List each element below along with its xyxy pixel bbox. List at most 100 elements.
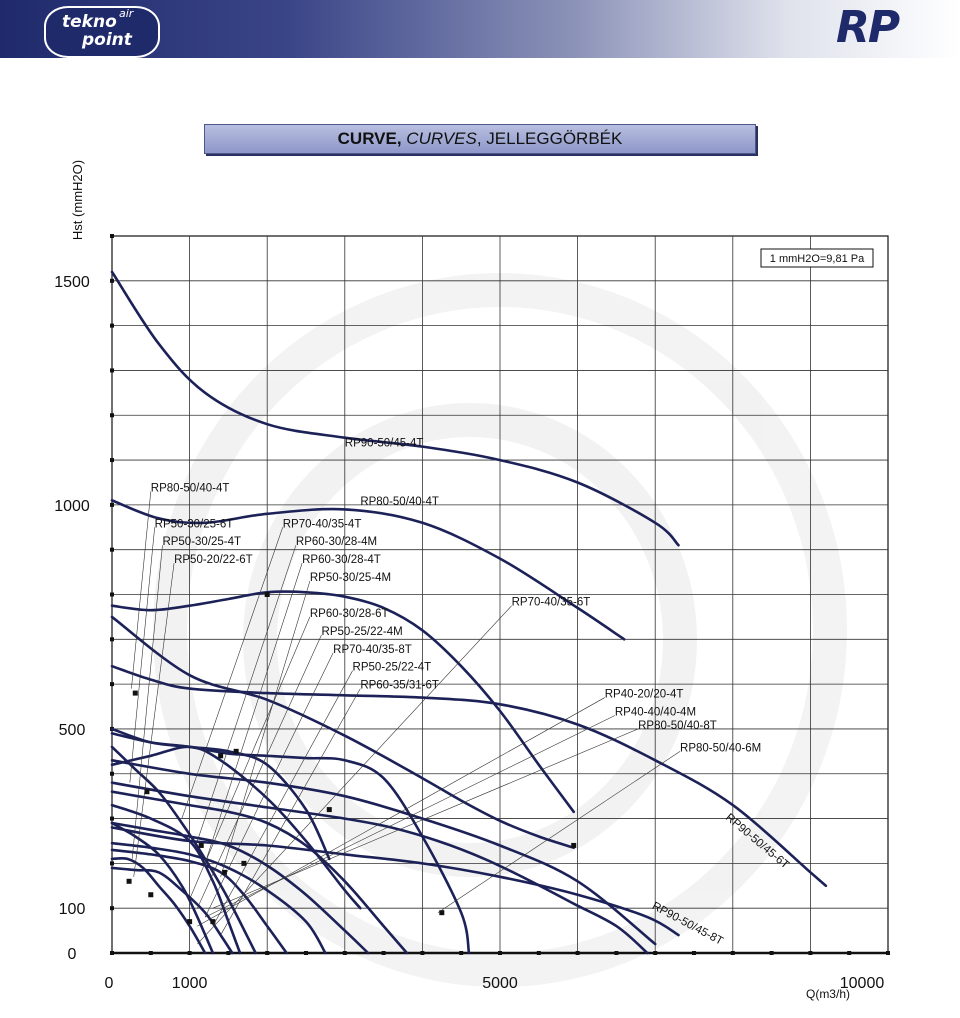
curve-marker: [126, 878, 132, 884]
curve-line: [110, 745, 257, 955]
y-tick-mark: [110, 861, 114, 866]
y-tick-label: 500: [59, 722, 86, 739]
y-tick-mark: [110, 816, 114, 821]
curve-marker: [144, 789, 150, 795]
curve-label: RP70-40/35-6T: [512, 597, 591, 609]
curve-label: RP80-50/40-4T: [360, 496, 439, 508]
curve-line: [110, 781, 649, 955]
y-tick-mark: [110, 547, 114, 552]
y-axis-label: Hst (mmH2O): [70, 160, 85, 240]
y-tick-mark: [110, 682, 114, 687]
curve-label: RP60-35/31-6T: [360, 680, 439, 692]
y-tick-mark: [110, 637, 114, 642]
curve-line: [110, 821, 370, 955]
y-tick-label: 100: [59, 901, 86, 918]
curve-line: [110, 270, 680, 547]
curve-marker: [326, 807, 332, 813]
curve-marker: [218, 753, 224, 759]
leader-line: [437, 751, 681, 913]
title-part-2: CURVES: [406, 129, 477, 148]
leader-line: [204, 715, 615, 918]
curve-marker: [222, 869, 228, 875]
curve-line: [110, 803, 242, 955]
y-tick-mark: [110, 278, 114, 283]
curve-label: RP70-40/35-8T: [333, 644, 412, 656]
curve-marker: [571, 842, 577, 848]
tekno-point-logo: [44, 6, 160, 58]
y-tick-mark: [110, 771, 114, 776]
leader-line: [131, 491, 152, 689]
curve-marker: [132, 690, 138, 696]
curve-line: [110, 826, 680, 937]
leader-lines: [129, 491, 681, 945]
curve-label: RP70-40/35-4T: [283, 518, 362, 530]
title-part-3: , JELLEGGÖRBÉK: [476, 129, 623, 148]
curve-label: RP50-20/22-6T: [174, 554, 253, 566]
curve-line: [110, 590, 575, 814]
curve-label: RP60-30/28-6T: [310, 608, 389, 620]
curve-line: [110, 745, 362, 910]
y-tick-label: 1000: [54, 498, 90, 515]
logo-text-air: air: [119, 7, 134, 20]
curve-label: RP50-25/22-4T: [353, 662, 432, 674]
y-tick-label: 0: [68, 946, 77, 963]
curve-line: [110, 821, 215, 955]
curve-label: RP80-50/40-4T: [151, 482, 230, 494]
header-bar: [0, 0, 960, 58]
brand-rp: RP: [836, 2, 900, 53]
curve-marker: [241, 860, 247, 866]
y-tick-mark: [110, 368, 114, 373]
leader-line: [212, 670, 353, 927]
leader-line: [204, 652, 334, 918]
curve-label: RP60-30/28-4M: [296, 536, 377, 548]
y-tick-mark: [110, 502, 114, 507]
curve-marker: [264, 592, 270, 597]
watermark-ring-inner: [243, 403, 697, 877]
unit-note-text: 1 mmH2O=9,81 Pa: [770, 253, 865, 265]
leader-line: [197, 605, 512, 945]
y-tick-mark: [110, 234, 114, 238]
curve-line: [110, 866, 234, 955]
y-tick-mark: [110, 458, 114, 463]
x-axis-label: Q(m3/h): [806, 987, 850, 1001]
logo-text-tekno: tekno: [62, 12, 117, 32]
curve-label: RP80-50/40-8T: [638, 720, 717, 732]
y-tick-mark: [110, 906, 114, 911]
leader-line: [181, 527, 284, 819]
logo-text-point: point: [82, 30, 132, 50]
curve-line: [110, 615, 575, 849]
curve-label: RP80-50/40-6M: [680, 742, 761, 754]
x-tick-label: 0: [105, 975, 114, 992]
curve-marker: [233, 748, 239, 754]
curve-marker: [198, 842, 204, 848]
leader-line: [204, 563, 303, 864]
curve-label: RP40-20/20-4T: [605, 689, 684, 701]
curve-label: RP40-40/40-4M: [615, 706, 696, 718]
x-tick-label: 5000: [482, 975, 518, 992]
leader-line: [189, 616, 311, 900]
curve-line: [110, 856, 207, 955]
curve-marker: [439, 910, 445, 916]
curve-label: RP50-30/25-6T: [155, 518, 234, 530]
curve-label: RP90-50/45-4T: [345, 438, 424, 450]
curve-line: [110, 790, 409, 955]
curve-line: [110, 848, 288, 955]
leader-line: [197, 545, 297, 842]
curve-label: RP50-30/25-4T: [162, 536, 241, 548]
unit-note-box: [760, 248, 874, 268]
chart-title-box: CURVE, CURVES, JELLEGGÖRBÉK: [204, 124, 756, 154]
leader-line: [131, 545, 163, 859]
y-tick-mark: [110, 592, 114, 597]
leader-line: [197, 634, 322, 909]
curve-label: RP60-30/28-4T: [302, 554, 381, 566]
leader-line: [220, 580, 311, 877]
leader-line: [212, 728, 639, 909]
y-tick-label: 1500: [54, 274, 90, 291]
x-tick-label: 10000: [840, 975, 885, 992]
curve-line: [110, 664, 828, 888]
leader-line: [129, 527, 155, 783]
y-tick-mark: [110, 323, 114, 328]
leader-line: [133, 563, 175, 877]
curve-line: [110, 499, 626, 641]
